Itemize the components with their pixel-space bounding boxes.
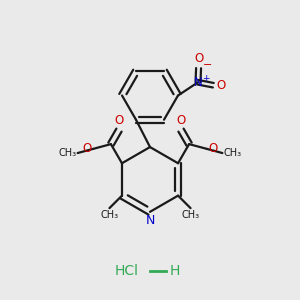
Text: HCl: HCl: [114, 264, 138, 278]
Text: +: +: [202, 74, 210, 83]
Text: O: O: [114, 114, 124, 127]
Text: CH₃: CH₃: [224, 148, 242, 158]
Text: N: N: [194, 76, 203, 89]
Text: O: O: [208, 142, 217, 155]
Text: O: O: [83, 142, 92, 155]
Text: O: O: [217, 79, 226, 92]
Text: CH₃: CH₃: [182, 210, 200, 220]
Text: O: O: [176, 114, 186, 127]
Text: CH₃: CH₃: [58, 148, 76, 158]
Text: N: N: [145, 214, 155, 226]
Text: O: O: [194, 52, 203, 64]
Text: H: H: [169, 264, 179, 278]
Text: CH₃: CH₃: [100, 210, 118, 220]
Text: −: −: [203, 60, 213, 70]
